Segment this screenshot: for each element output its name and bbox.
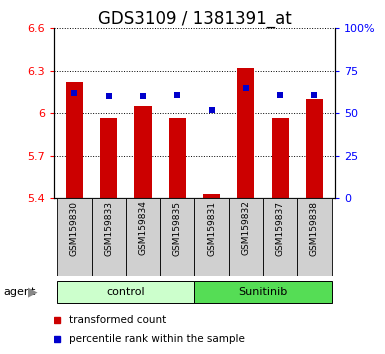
Text: GSM159835: GSM159835 (173, 201, 182, 256)
Bar (57, 198, 92, 276)
Text: GSM159830: GSM159830 (70, 201, 79, 256)
Text: Sunitinib: Sunitinib (238, 286, 288, 297)
Bar (66, 82, 83, 198)
Text: control: control (107, 286, 145, 297)
Bar (297, 198, 331, 276)
Text: GSM159831: GSM159831 (207, 201, 216, 256)
Text: GSM159837: GSM159837 (276, 201, 285, 256)
Point (277, 92, 283, 97)
Bar (271, 118, 289, 198)
Title: GDS3109 / 1381391_at: GDS3109 / 1381391_at (97, 10, 291, 28)
Text: ▶: ▶ (28, 285, 38, 298)
Bar (169, 118, 186, 198)
Text: agent: agent (4, 286, 36, 297)
Text: GSM159834: GSM159834 (139, 201, 147, 256)
Text: GSM159838: GSM159838 (310, 201, 319, 256)
Text: GSM159833: GSM159833 (104, 201, 113, 256)
Text: transformed count: transformed count (69, 315, 167, 325)
Bar (92, 198, 126, 276)
Bar (194, 198, 229, 276)
Bar (194, 281, 331, 303)
Point (174, 92, 180, 97)
Bar (134, 106, 152, 198)
Point (209, 107, 215, 113)
Text: percentile rank within the sample: percentile rank within the sample (69, 333, 245, 344)
Bar (100, 118, 117, 198)
Point (140, 93, 146, 99)
Point (71, 90, 77, 96)
Point (243, 85, 249, 91)
Bar (263, 198, 297, 276)
Text: GSM159832: GSM159832 (241, 201, 250, 256)
Point (105, 93, 112, 99)
Bar (160, 198, 194, 276)
Bar (126, 198, 160, 276)
Bar (237, 68, 254, 198)
Bar (57, 281, 194, 303)
Bar (306, 99, 323, 198)
Bar (229, 198, 263, 276)
Bar (203, 194, 220, 198)
Point (311, 92, 318, 97)
